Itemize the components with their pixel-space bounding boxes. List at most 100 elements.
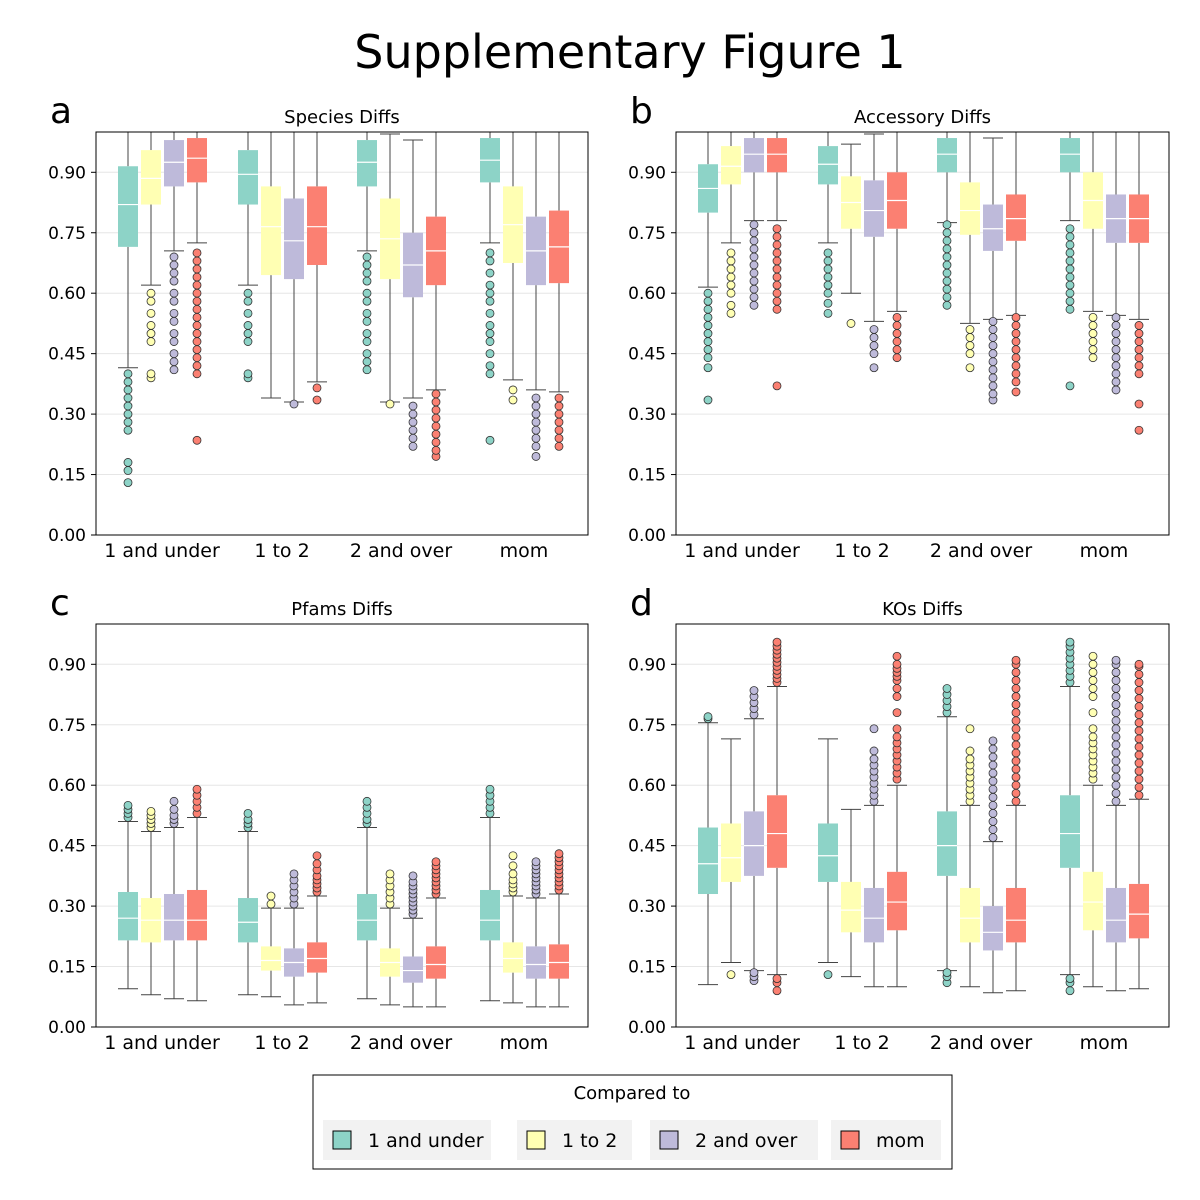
outlier-point: [703, 363, 713, 373]
outlier-point: [892, 345, 902, 355]
outlier-point: [169, 252, 179, 262]
outlier-point: [965, 363, 975, 373]
outlier-point: [312, 395, 322, 405]
y-tick-label: 0.15: [628, 466, 666, 486]
outlier-point: [408, 401, 418, 411]
box-c-0-1: [141, 806, 161, 996]
outlier-point: [869, 363, 879, 373]
box-d-3-1: [1083, 651, 1103, 988]
box-iqr: [238, 150, 258, 205]
outlier-point: [485, 329, 495, 338]
outlier-point: [408, 417, 418, 427]
outlier-point: [1088, 667, 1098, 677]
outlier-point: [123, 478, 133, 488]
box-c-1-3: [307, 851, 327, 1004]
box-b-1-3: [887, 131, 907, 363]
outlier-point: [1065, 381, 1075, 391]
box-iqr: [721, 823, 741, 882]
outlier-point: [942, 284, 952, 294]
outlier-point: [703, 321, 713, 330]
panel-title: KOs Diffs: [882, 599, 963, 620]
box-b-2-1: [960, 131, 980, 373]
box-c-2-2: [403, 871, 423, 1008]
outlier-point: [554, 409, 564, 419]
panel-frame: [675, 131, 1170, 536]
y-tick-label: 0.45: [48, 345, 86, 365]
outlier-point: [1111, 655, 1121, 665]
outlier-point: [1134, 734, 1144, 744]
outlier-point: [1111, 667, 1121, 677]
outlier-point: [1088, 708, 1098, 718]
outlier-point: [869, 746, 879, 756]
outlier-point: [146, 321, 156, 330]
outlier-point: [1011, 329, 1021, 338]
outlier-point: [485, 280, 495, 290]
outlier-point: [1088, 353, 1098, 363]
outlier-point: [362, 276, 372, 286]
box-iqr: [187, 889, 207, 941]
outlier-point: [988, 825, 998, 834]
panel-frame: [95, 131, 589, 536]
outlier-point: [1011, 684, 1021, 693]
outlier-point: [508, 851, 518, 861]
outlier-point: [554, 425, 564, 435]
outlier-point: [312, 383, 322, 393]
outlier-point: [123, 401, 133, 411]
box-c-0-2: [164, 796, 184, 1000]
outlier-point: [266, 891, 276, 901]
outlier-point: [1111, 337, 1121, 346]
outlier-point: [1065, 248, 1075, 258]
outlier-point: [1134, 337, 1144, 346]
outlier-point: [988, 760, 998, 770]
outlier-point: [749, 292, 759, 302]
outlier-point: [1134, 369, 1144, 379]
box-iqr: [937, 811, 957, 876]
outlier-point: [1065, 280, 1075, 290]
outlier-point: [988, 817, 998, 826]
outlier-point: [485, 308, 495, 318]
outlier-point: [192, 361, 202, 371]
outlier-point: [892, 651, 902, 661]
outlier-point: [508, 869, 518, 879]
outlier-point: [823, 298, 833, 308]
box-iqr: [1129, 883, 1149, 939]
outlier-point: [554, 401, 564, 411]
box-iqr: [864, 180, 884, 237]
box-a-1-2: [284, 131, 304, 409]
outlier-point: [703, 304, 713, 314]
outlier-point: [749, 252, 759, 262]
legend-label: 2 and over: [695, 1130, 797, 1152]
outlier-point: [1011, 756, 1021, 766]
outlier-point: [772, 256, 782, 266]
outlier-point: [1111, 772, 1121, 782]
outlier-point: [431, 857, 441, 867]
outlier-point: [988, 357, 998, 367]
x-tick-label: 2 and over: [930, 1032, 1032, 1054]
outlier-point: [123, 458, 133, 467]
outlier-point: [892, 724, 902, 734]
outlier-point: [1065, 304, 1075, 314]
outlier-point: [485, 288, 495, 298]
outlier-point: [169, 796, 179, 806]
outlier-point: [362, 288, 372, 298]
outlier-point: [823, 264, 833, 274]
legend-title: Compared to: [574, 1083, 691, 1104]
outlier-point: [169, 260, 179, 270]
outlier-point: [531, 433, 541, 443]
outlier-point: [965, 754, 975, 764]
outlier-point: [823, 272, 833, 282]
outlier-point: [1065, 637, 1075, 647]
outlier-point: [431, 397, 441, 407]
outlier-point: [942, 276, 952, 286]
outlier-point: [385, 869, 395, 879]
outlier-point: [169, 329, 179, 338]
outlier-point: [1134, 686, 1144, 695]
outlier-point: [1088, 321, 1098, 330]
box-c-2-1: [380, 869, 400, 1006]
outlier-point: [726, 308, 736, 318]
outlier-point: [772, 280, 782, 290]
outlier-point: [1011, 369, 1021, 379]
outlier-point: [431, 405, 441, 415]
outlier-point: [312, 859, 322, 869]
outlier-point: [123, 409, 133, 419]
